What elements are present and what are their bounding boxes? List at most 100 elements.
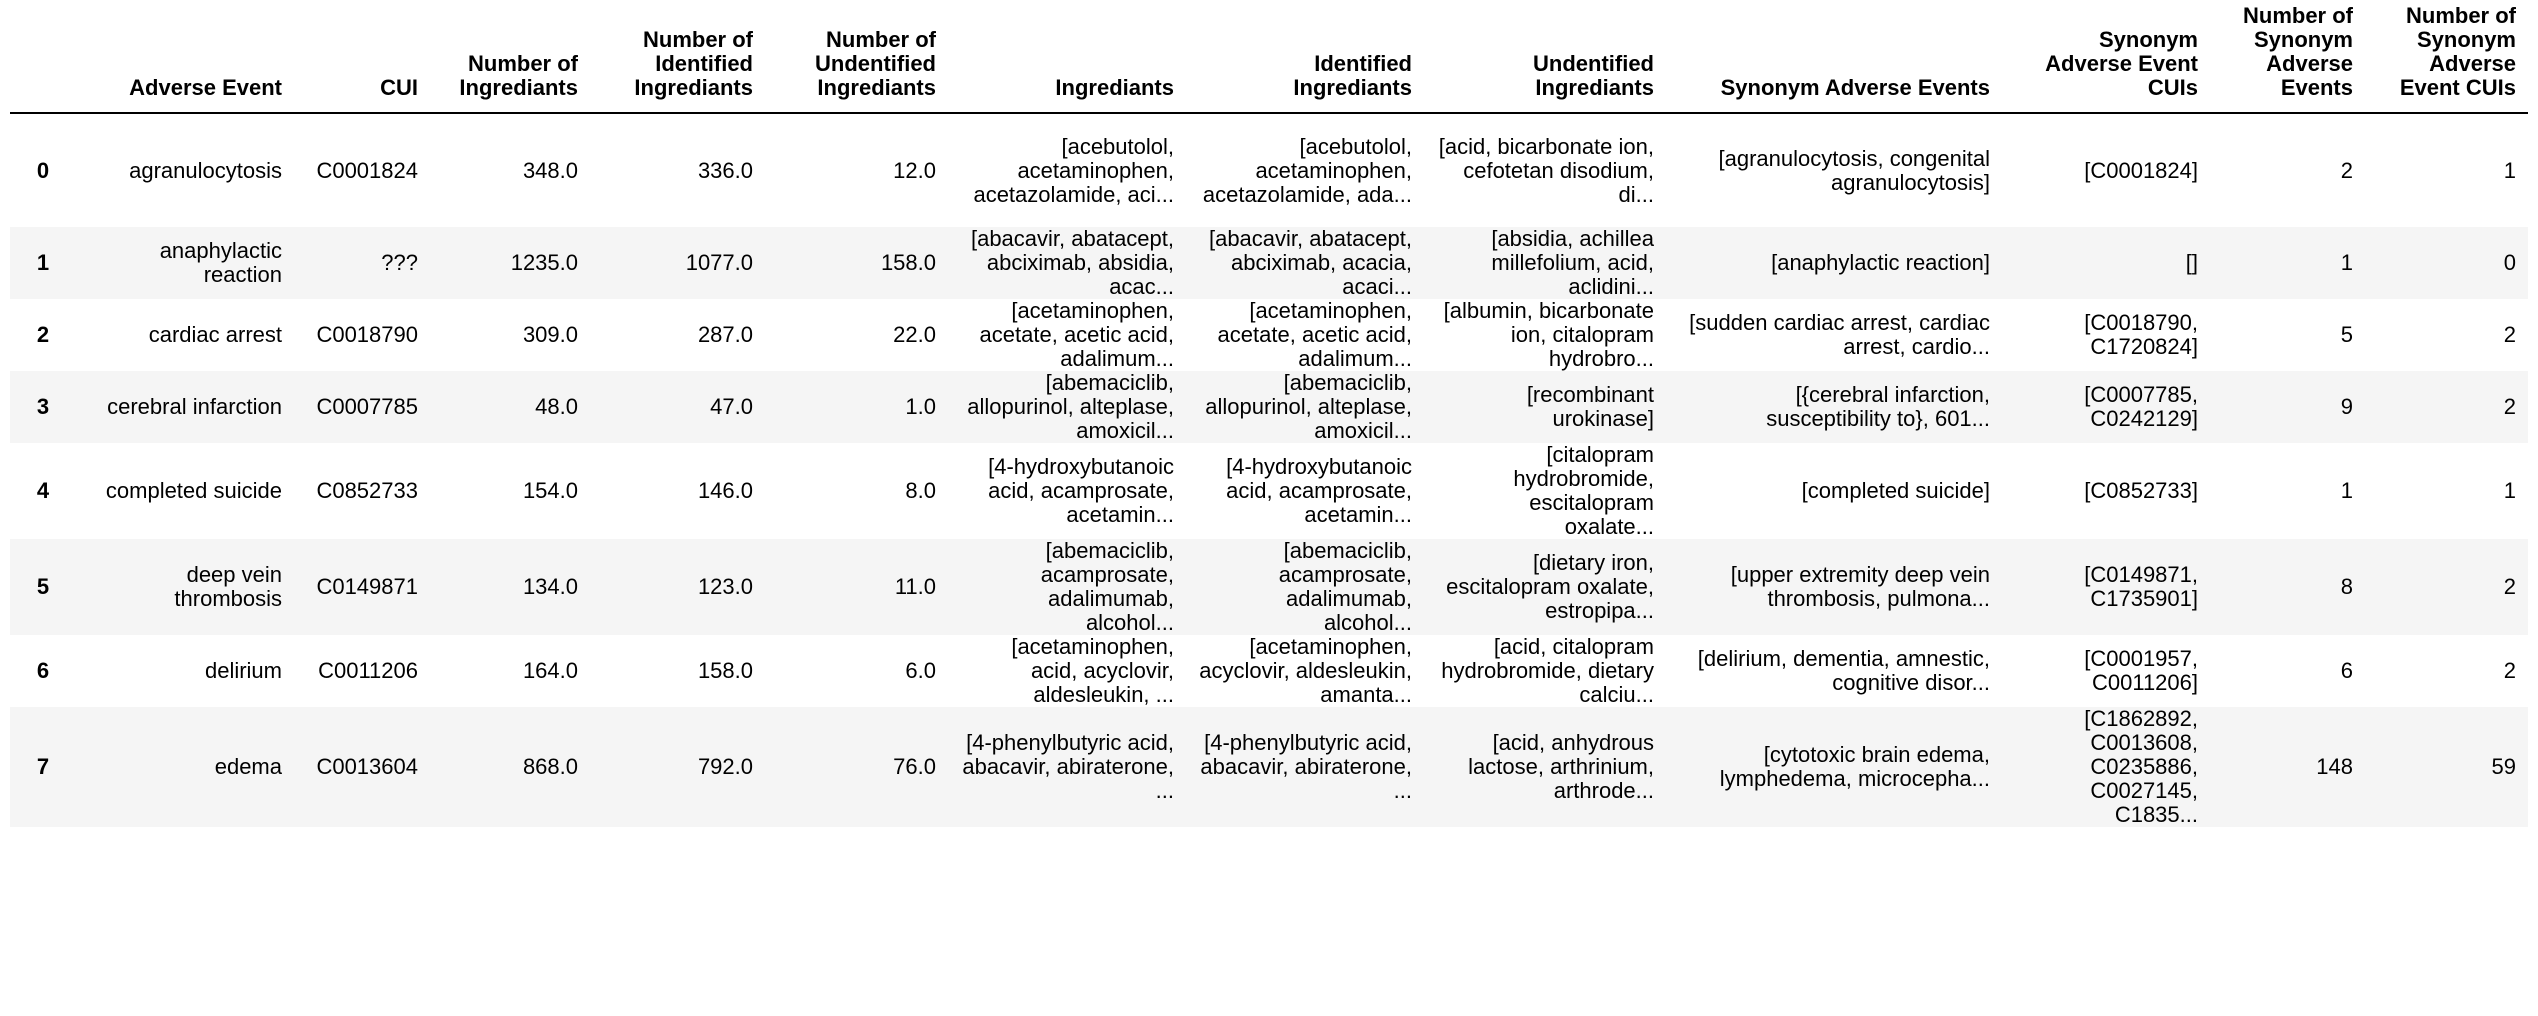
table-cell: 1.0: [905, 394, 936, 419]
row-index: 4: [36, 478, 50, 503]
dataframe-table: Adverse Event CUI Number of Ingrediants Num…: [10, 0, 2528, 827]
table-cell: [abemaciclib, allopurinol, alteplase, am…: [1205, 370, 1412, 443]
column-header: Adverse Event: [76, 0, 294, 114]
column-header: Number of Identified Ingrediants: [590, 0, 765, 114]
table-cell: [acid, anhydrous lactose, arthrinium, ar…: [1468, 730, 1654, 803]
row-index: 0: [36, 157, 50, 183]
table-cell: 309.0: [522, 322, 578, 347]
table-cell: [{cerebral infarction, susceptibility to…: [1766, 382, 1990, 431]
table-cell: agranulocytosis: [129, 157, 282, 183]
table-cell: [4-phenylbutyric acid, abacavir, abirate…: [962, 730, 1174, 803]
row-index: 5: [36, 574, 50, 599]
table-cell: [4-hydroxybutanoic acid, acamprosate, ac…: [1226, 454, 1412, 527]
table-cell: 22.0: [893, 322, 936, 347]
table-cell: 154.0: [522, 478, 578, 503]
table-cell: [C0149871, C1735901]: [2084, 562, 2198, 611]
table-cell: 158.0: [880, 250, 936, 275]
table-cell: [abacavir, abatacept, abciximab, absidia…: [970, 226, 1174, 299]
table-cell: delirium: [204, 658, 282, 683]
table-cell: [recombinant urokinase]: [1526, 382, 1654, 431]
table-cell: 59: [2491, 754, 2516, 779]
column-header: Number of Ingrediants: [430, 0, 590, 114]
table-cell: 158.0: [697, 658, 753, 683]
table-cell: 1: [2503, 478, 2516, 503]
table-cell: 868.0: [522, 754, 578, 779]
table-cell: C0852733: [316, 478, 418, 503]
table-cell: C0007785: [316, 394, 418, 419]
table-cell: 1235.0: [510, 250, 578, 275]
table-cell: 12.0: [893, 157, 936, 183]
table-cell: C0149871: [316, 574, 418, 599]
table-cell: [abemaciclib, acamprosate, adalimumab, a…: [1278, 538, 1412, 635]
table-cell: [dietary iron, escitalopram oxalate, est…: [1446, 550, 1654, 623]
table-cell: cardiac arrest: [148, 322, 282, 347]
table-cell: 11.0: [894, 574, 936, 599]
table-cell: [upper extremity deep vein thrombosis, p…: [1730, 562, 1990, 611]
table-cell: 1: [2503, 157, 2516, 183]
table-cell: [C0001957, C0011206]: [2084, 646, 2198, 695]
table-cell: 6.0: [905, 658, 936, 683]
column-header: Number of Undentified Ingrediants: [765, 0, 948, 114]
column-header: Synonym Adverse Event CUIs: [2002, 0, 2210, 114]
table-cell: [completed suicide]: [1801, 478, 1990, 503]
table-cell: 2: [2503, 322, 2516, 347]
table-cell: 6: [2340, 658, 2353, 683]
table-cell: deep vein thrombosis: [174, 562, 282, 611]
table-cell: 348.0: [522, 157, 578, 183]
table-cell: 287.0: [697, 322, 753, 347]
table-cell: [abemaciclib, acamprosate, adalimumab, a…: [1040, 538, 1174, 635]
table-row: 4 completed suicide C0852733 154.0 146.0 8.0 […: [10, 443, 2528, 539]
table-cell: 146.0: [697, 478, 753, 503]
table-row: 7 edema C0013604 868.0 792.0 76.0 [4-phenylbut…: [10, 707, 2528, 827]
table-cell: 76.0: [893, 754, 936, 779]
table-cell: 336.0: [697, 157, 753, 183]
table-cell: 0: [2503, 250, 2516, 275]
row-index: 7: [36, 754, 50, 779]
table-cell: 2: [2340, 157, 2353, 183]
table-cell: [anaphylactic reaction]: [1771, 250, 1990, 275]
table-cell: 1077.0: [685, 250, 753, 275]
table-cell: cerebral infarction: [107, 394, 282, 419]
table-row: 6 delirium C0011206 164.0 158.0 6.0 [acetamino…: [10, 635, 2528, 707]
table-cell: [acetaminophen, acetate, acetic acid, ad…: [979, 298, 1174, 371]
row-index: 3: [36, 394, 50, 419]
table-cell: 123.0: [697, 574, 753, 599]
table-cell: [acetaminophen, acyclovir, aldesleukin, …: [1199, 634, 1412, 707]
table-cell: 148: [2316, 754, 2353, 779]
table-cell: [abemaciclib, allopurinol, alteplase, am…: [967, 370, 1174, 443]
table-cell: [acid, citalopram hydrobromide, dietary …: [1441, 634, 1654, 707]
table-cell: [cytotoxic brain edema, lymphedema, micr…: [1719, 742, 1990, 791]
table-cell: [4-hydroxybutanoic acid, acamprosate, ac…: [988, 454, 1174, 527]
table-cell: 2: [2503, 574, 2516, 599]
header-row: Adverse Event CUI Number of Ingrediants Num…: [10, 0, 2528, 114]
table-cell: [agranulocytosis, congenital agranulocyt…: [1718, 145, 1991, 195]
table-cell: [C0018790, C1720824]: [2084, 310, 2198, 359]
table-cell: [acetaminophen, acetate, acetic acid, ad…: [1217, 298, 1412, 371]
table-row: 5 deep vein thrombosis C0149871 134.0 123.0 1…: [10, 539, 2528, 635]
table-row: 2 cardiac arrest C0018790 309.0 287.0 22.0 [ac…: [10, 299, 2528, 371]
table-cell: [4-phenylbutyric acid, abacavir, abirate…: [1200, 730, 1412, 803]
table-cell: ???: [381, 250, 418, 275]
table-cell: [abacavir, abatacept, abciximab, acacia,…: [1208, 226, 1412, 299]
column-header: Undentified Ingrediants: [1424, 0, 1666, 114]
table-cell: [C0007785, C0242129]: [2084, 382, 2198, 431]
column-header: Number of Synonym Adverse Event CUIs: [2365, 0, 2528, 114]
column-header: CUI: [294, 0, 430, 114]
row-index: 6: [36, 658, 50, 683]
row-index: 2: [36, 322, 50, 347]
table-cell: 1: [2340, 478, 2353, 503]
table-cell: C0011206: [318, 658, 418, 683]
table-cell: [citalopram hydrobromide, escitalopram o…: [1513, 442, 1654, 539]
table-cell: [acebutolol, acetaminophen, acetazolamid…: [1202, 133, 1412, 207]
table-cell: 8.0: [905, 478, 936, 503]
table-cell: [acid, bicarbonate ion, cefotetan disodi…: [1438, 133, 1654, 207]
table-cell: 47.0: [710, 394, 753, 419]
table-cell: [acebutolol, acetaminophen, acetazolamid…: [973, 133, 1174, 207]
table-cell: 8: [2340, 574, 2353, 599]
table-body: 0 agranulocytosis C0001824 348.0 336.0 12.0 [a…: [10, 113, 2528, 827]
table-cell: 5: [2340, 322, 2353, 347]
table-cell: [C1862892, C0013608, C0235886, C0027145,…: [2084, 706, 2198, 827]
table-cell: [C0001824]: [2084, 157, 2198, 183]
table-cell: 134.0: [522, 574, 578, 599]
table-cell: 164.0: [522, 658, 578, 683]
